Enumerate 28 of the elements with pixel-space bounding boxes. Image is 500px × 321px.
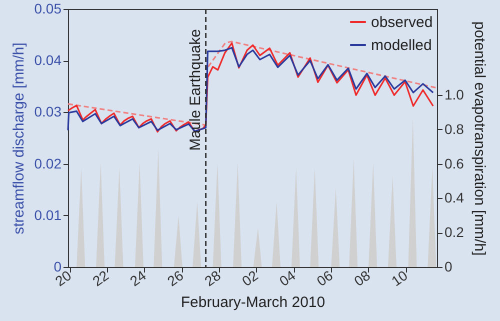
x-tick-label: 24 xyxy=(126,267,149,290)
y-tick-label: 0.04 xyxy=(34,52,62,68)
y2-tick-label: 0 xyxy=(444,258,452,274)
x-tick-label: 26 xyxy=(164,267,186,290)
y-tick-label: 0.05 xyxy=(34,0,62,16)
y-tick-label: 0.03 xyxy=(34,104,62,120)
ref-line-label: Maule Earthquake xyxy=(186,29,204,151)
legend-label: observed xyxy=(371,14,433,31)
y2-tick-label: 0.6 xyxy=(444,155,464,172)
y2-tick-label: 1.0 xyxy=(444,86,464,102)
y-tick-label: 0.02 xyxy=(34,155,62,172)
y2-axis-title: potential evapotranspiration [mm/h] xyxy=(470,21,488,256)
x-tick-label: 10 xyxy=(388,267,411,290)
y-axis-title: streamflow discharge [mm/h] xyxy=(10,42,28,234)
y2-tick-label: 0.8 xyxy=(444,120,464,137)
x-tick-label: 06 xyxy=(314,267,336,290)
y2-tick-label: 0.4 xyxy=(444,190,464,206)
x-tick-label: 04 xyxy=(276,267,298,290)
y-tick-label: 0.01 xyxy=(34,206,62,223)
y-tick-label: 0 xyxy=(54,258,62,274)
x-axis-title: February-March 2010 xyxy=(180,294,326,312)
line-series xyxy=(207,40,438,89)
y2-tick-label: 0.2 xyxy=(444,224,464,240)
x-tick-label: 28 xyxy=(202,267,224,290)
x-tick-label: 02 xyxy=(238,267,262,290)
x-tick-label: 08 xyxy=(351,267,374,290)
x-tick-label: 22 xyxy=(90,267,112,290)
legend-label: modelled xyxy=(371,37,432,54)
